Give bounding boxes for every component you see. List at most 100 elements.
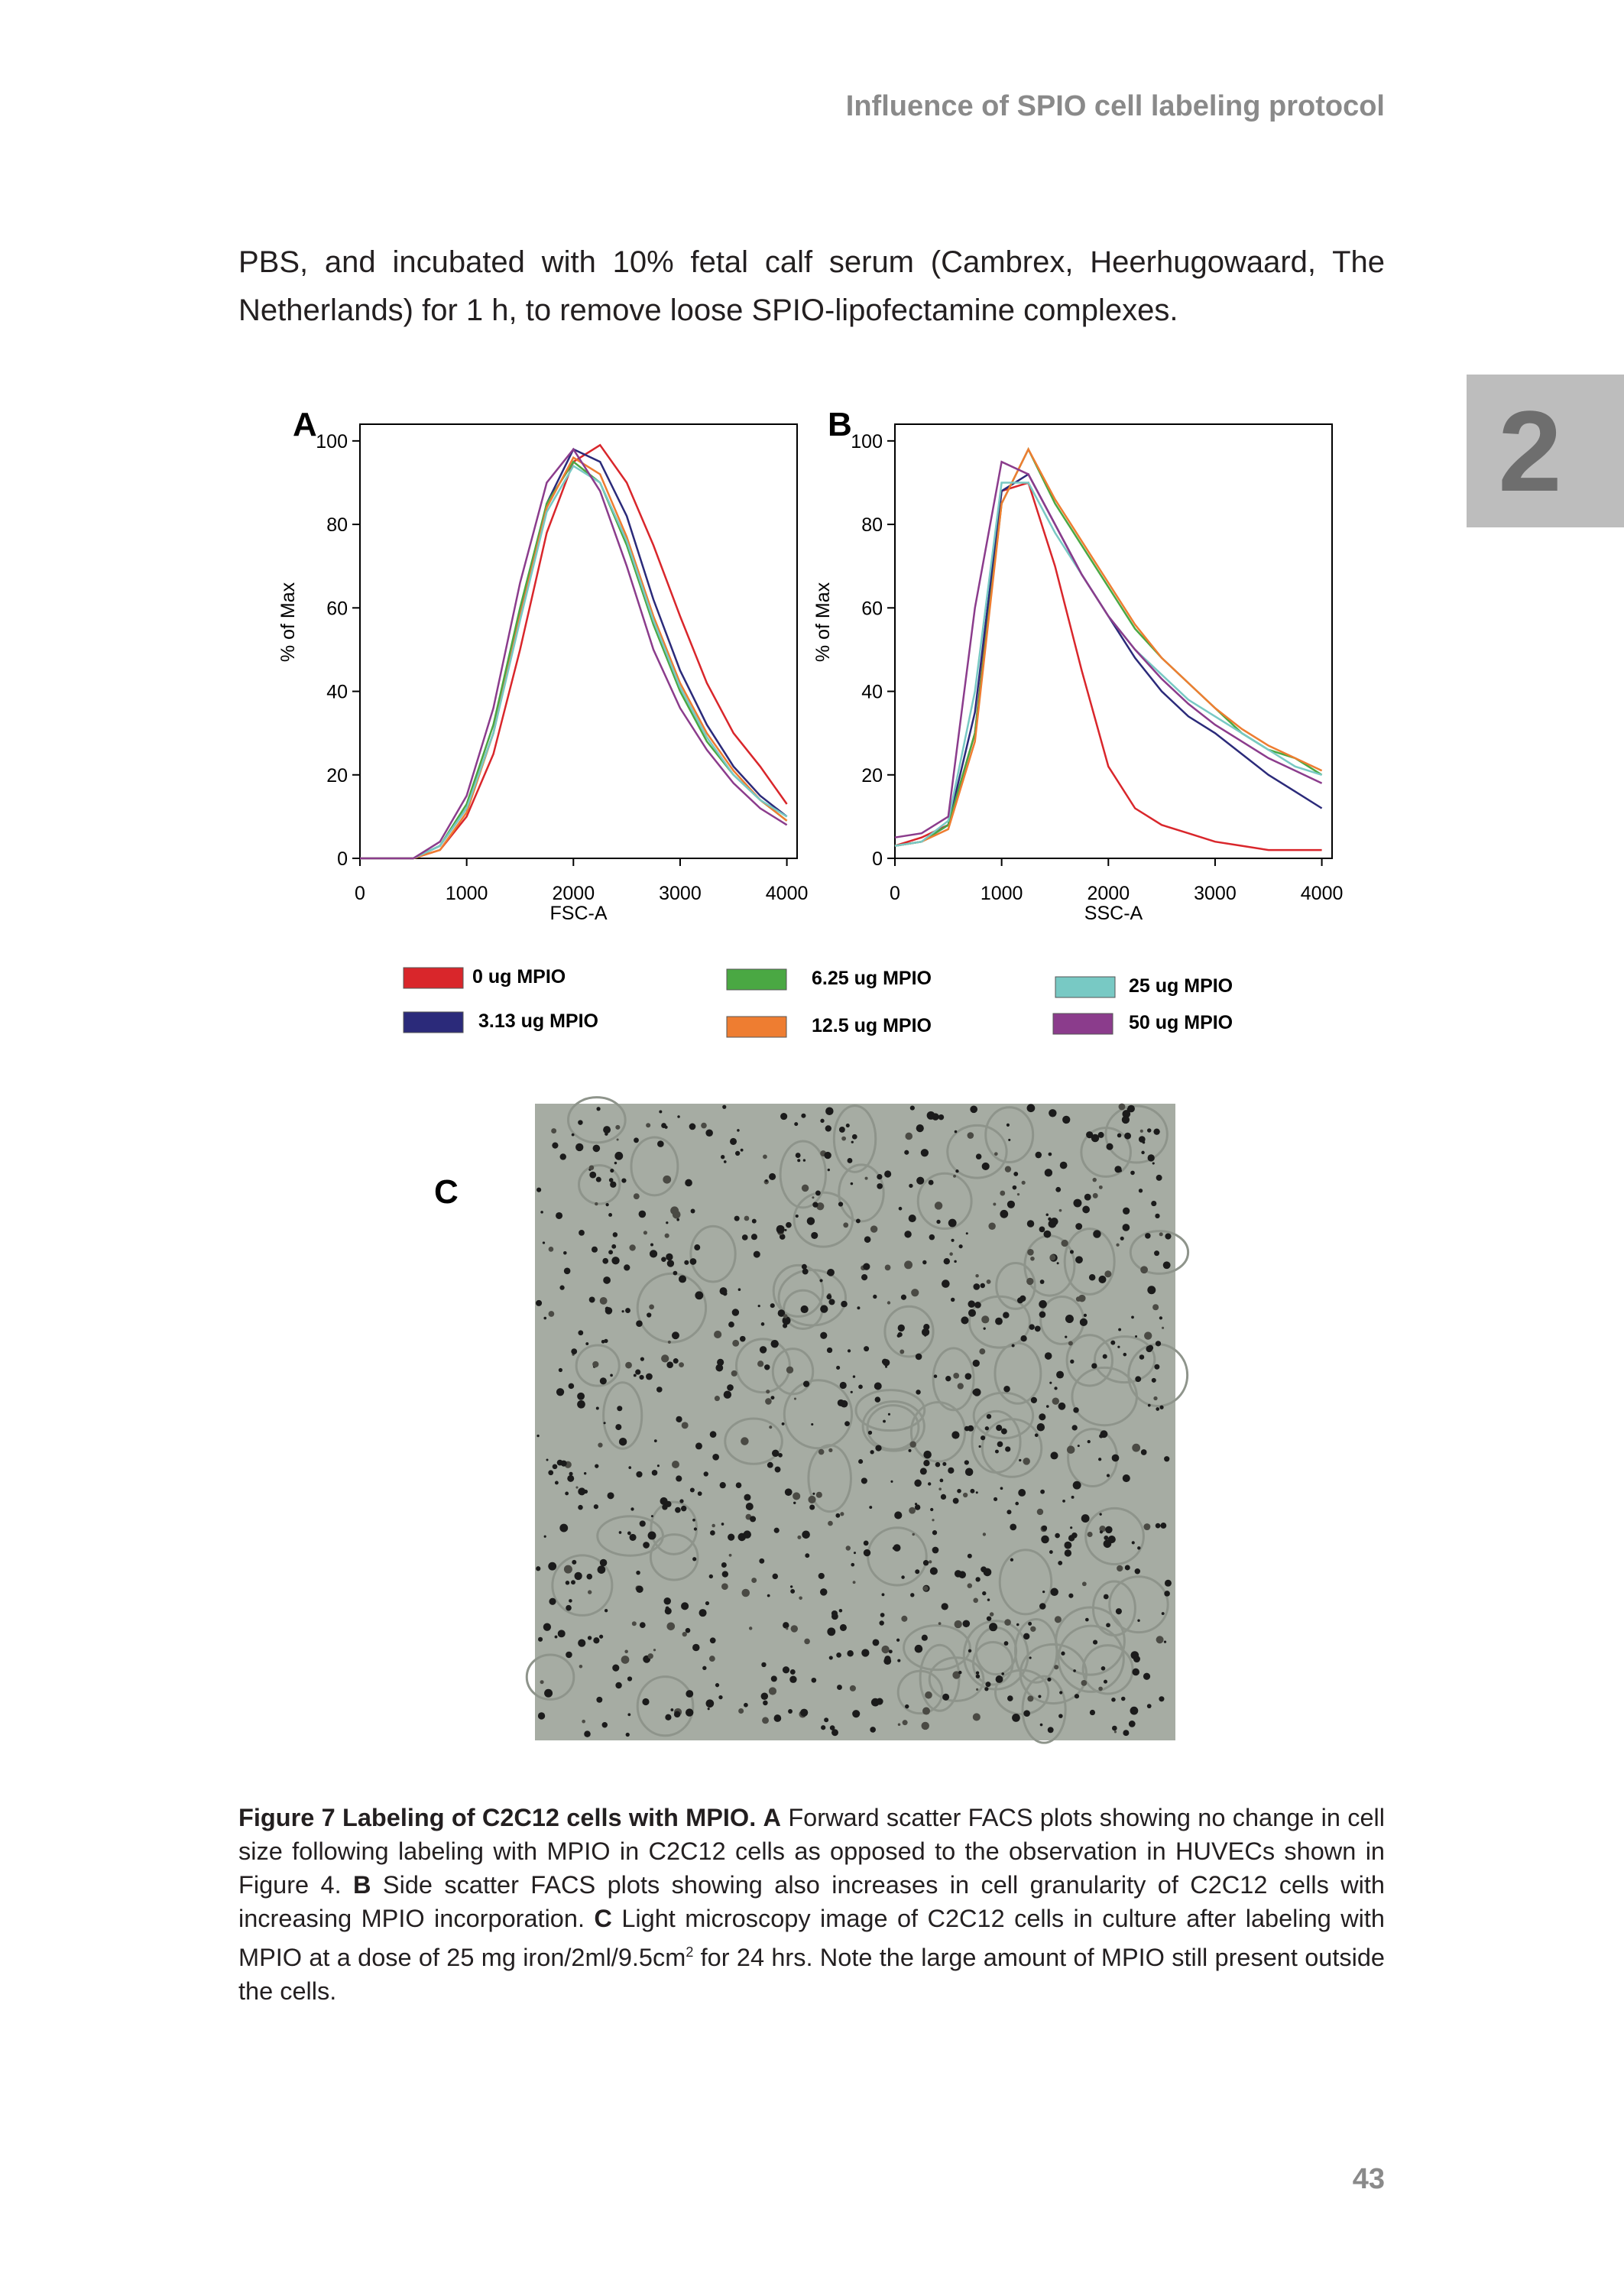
particle (717, 1358, 724, 1366)
particle (883, 1419, 886, 1423)
caption-text: Light microscopy image of C2C12 cells in… (238, 1905, 1385, 1971)
particle (543, 1316, 547, 1320)
cell-outline (1055, 1606, 1126, 1676)
particle (718, 1695, 723, 1700)
y-tick-label: 0 (872, 848, 883, 870)
particle (732, 1339, 740, 1347)
particle (828, 1299, 835, 1305)
particle (1073, 1407, 1079, 1413)
particle (678, 1275, 687, 1283)
particle (1155, 1213, 1160, 1219)
cell-outline (861, 1400, 925, 1452)
particle (1058, 1208, 1062, 1212)
particle (559, 1523, 569, 1532)
particle (639, 1374, 644, 1380)
particle (1102, 1354, 1107, 1359)
particle (898, 1206, 903, 1211)
particle (786, 1221, 792, 1228)
particle (1039, 1300, 1047, 1309)
particle (770, 1303, 775, 1309)
y-tick-label: 100 (316, 431, 348, 452)
particle (548, 1470, 554, 1476)
particle (983, 1327, 986, 1330)
particle (924, 1334, 927, 1337)
particle (694, 1244, 701, 1250)
particle (611, 1494, 614, 1497)
particle (973, 1283, 981, 1290)
particle (841, 1300, 848, 1308)
particle (789, 1585, 793, 1588)
particle (1004, 1619, 1011, 1626)
particle (1131, 1315, 1134, 1319)
particle (942, 1693, 950, 1701)
particle (1120, 1236, 1124, 1241)
particle (604, 1338, 608, 1344)
particle (837, 1685, 842, 1690)
particle (774, 1466, 781, 1473)
particle (962, 1620, 971, 1628)
particle (596, 1107, 601, 1111)
particle (797, 1159, 801, 1163)
particle (1006, 1510, 1012, 1515)
chapter-number: 2 (1498, 387, 1562, 515)
particle (948, 1218, 957, 1228)
cell-outline (998, 1549, 1053, 1616)
particle (709, 1431, 717, 1438)
particle (710, 1530, 715, 1536)
particle (912, 1532, 915, 1536)
particle (861, 1649, 870, 1657)
particle (824, 1717, 829, 1723)
particle (763, 1700, 768, 1706)
particle (731, 1309, 740, 1316)
particle (1039, 1723, 1043, 1727)
particle (809, 1504, 815, 1510)
particle (1135, 1376, 1142, 1383)
particle (828, 1520, 833, 1526)
x-tick-label: 3000 (1194, 883, 1237, 904)
particle (666, 1361, 673, 1369)
legend-label: 50 ug MPIO (1129, 1012, 1233, 1033)
particle (915, 1569, 920, 1575)
particle (705, 1129, 713, 1137)
particle (563, 1267, 571, 1275)
particle (1152, 1304, 1159, 1311)
particle (921, 1634, 928, 1641)
particle (571, 1348, 578, 1355)
particle (1162, 1261, 1171, 1270)
particle (1153, 1128, 1160, 1135)
particle (972, 1359, 980, 1367)
particle (881, 1645, 890, 1654)
particle (1159, 1232, 1163, 1237)
particle (797, 1535, 802, 1539)
particle (1164, 1579, 1172, 1587)
particle (599, 1377, 607, 1385)
particle (665, 1606, 669, 1610)
particle (819, 1279, 823, 1283)
particle (994, 1152, 998, 1156)
y-tick-label: 40 (861, 682, 883, 703)
cell-outline (630, 1136, 679, 1197)
particle (957, 1488, 961, 1494)
particle (940, 1494, 947, 1500)
particle (591, 1246, 598, 1253)
particle (563, 1565, 572, 1574)
particle (902, 1720, 908, 1726)
particle (812, 1202, 818, 1208)
particle (1091, 1363, 1097, 1369)
particle (603, 1276, 611, 1284)
cell-outline (771, 1348, 815, 1396)
cell-outline (566, 1096, 627, 1144)
particle (690, 1208, 695, 1214)
particle (802, 1530, 810, 1539)
particle (662, 1504, 668, 1510)
particle (751, 1578, 757, 1583)
particle (961, 1316, 969, 1325)
particle (820, 1305, 828, 1313)
particle (1035, 1151, 1042, 1159)
particle (916, 1124, 924, 1133)
particle (723, 1390, 732, 1399)
particle (627, 1676, 633, 1682)
x-tick-label: 1000 (981, 883, 1023, 904)
particle (1072, 1481, 1081, 1490)
particle (1159, 1316, 1163, 1320)
